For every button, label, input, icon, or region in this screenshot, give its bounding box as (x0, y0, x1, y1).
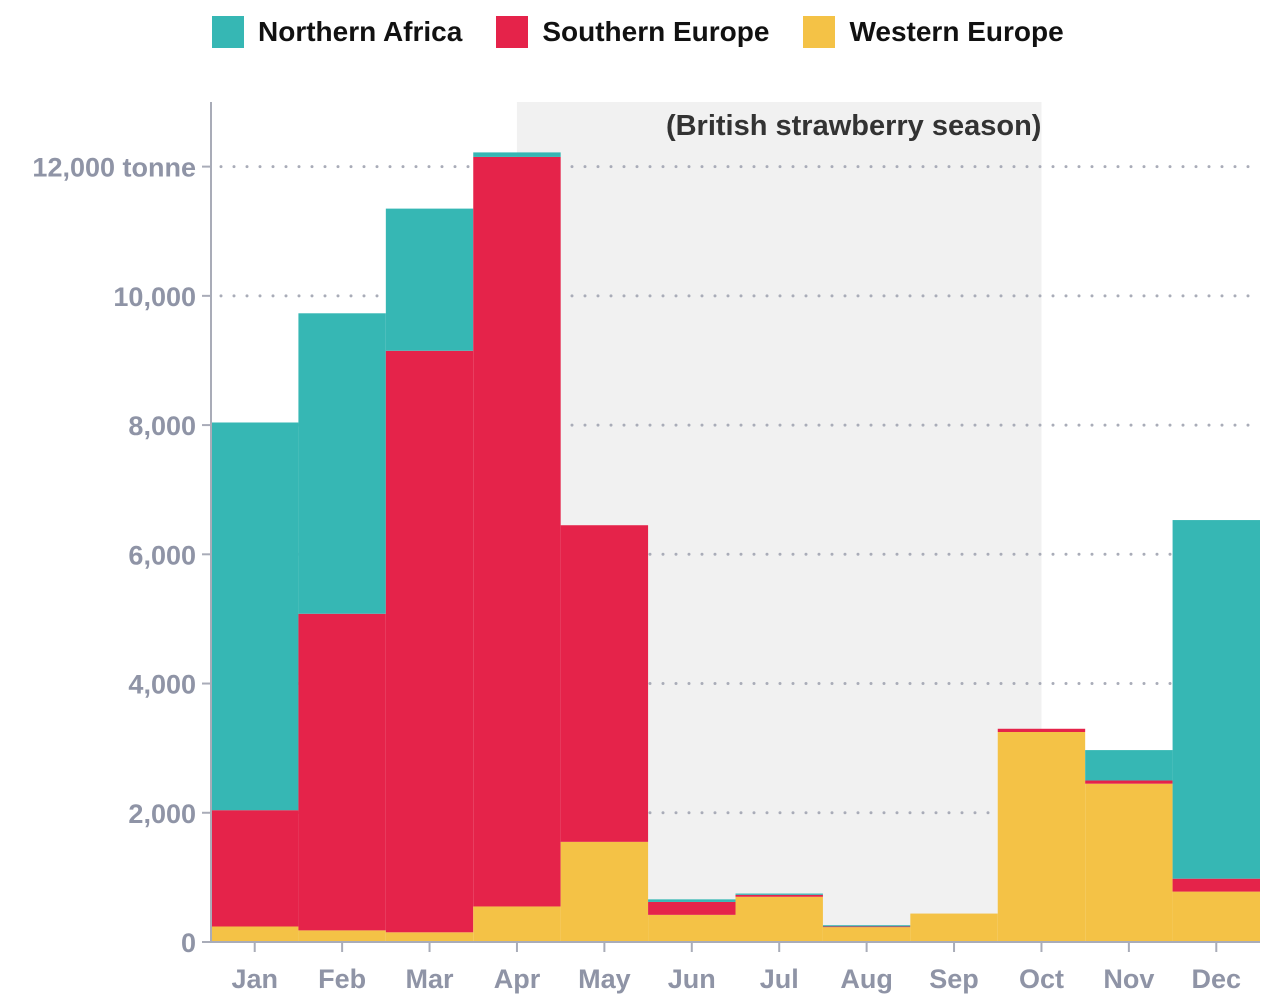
bar-northern-africa-jun (648, 899, 736, 902)
bar-western-europe-jun (648, 914, 736, 942)
legend-label: Northern Africa (258, 16, 463, 47)
x-tick-label: Jul (760, 964, 799, 994)
bar-southern-europe-nov (1085, 780, 1173, 784)
bar-southern-europe-dec (1172, 878, 1260, 892)
bar-southern-europe-aug (822, 926, 911, 928)
axes (202, 102, 1260, 952)
bar-western-europe-oct (997, 732, 1086, 942)
bar-southern-europe-apr (473, 156, 561, 907)
bar-western-europe-dec (1172, 891, 1260, 942)
legend: Northern Africa Southern Europe Western … (212, 12, 1098, 52)
bar-southern-europe-jul (735, 894, 823, 897)
bar-western-europe-nov (1085, 783, 1173, 942)
season-annotation: (British strawberry season) (666, 110, 1042, 142)
x-tick-label: Jun (668, 964, 716, 994)
y-tick-label: 0 (181, 928, 196, 958)
bar-western-europe-jan (211, 926, 299, 942)
legend-item-southern-europe: Southern Europe (496, 16, 769, 48)
tick-labels: 0 2,000 4,000 6,000 8,000 10,000 12,000 tonne J… (32, 153, 1241, 994)
legend-item-western-europe: Western Europe (803, 16, 1064, 48)
bar-western-europe-may (560, 841, 649, 942)
bar-southern-europe-oct (997, 728, 1086, 732)
bar-northern-africa-jan (211, 422, 299, 811)
bar-western-europe-mar (385, 932, 474, 942)
x-tick-label: Dec (1192, 964, 1242, 994)
bar-western-europe-apr (473, 906, 561, 942)
x-tick-label: Aug (840, 964, 892, 994)
y-tick-label: 6,000 (128, 540, 196, 570)
x-tick-label: Feb (318, 964, 366, 994)
bar-western-europe-feb (298, 930, 386, 942)
legend-label: Western Europe (849, 16, 1064, 47)
x-tick-label: Sep (929, 964, 979, 994)
bar-western-europe-aug (822, 927, 911, 942)
legend-swatch-southern-europe (496, 16, 529, 48)
bar-northern-africa-dec (1172, 520, 1260, 879)
x-tick-label: Apr (494, 964, 541, 994)
bar-northern-africa-mar (385, 208, 474, 351)
y-tick-label: 4,000 (128, 670, 196, 700)
y-tick-label: 10,000 (113, 282, 196, 312)
legend-swatch-western-europe (803, 16, 836, 48)
bar-northern-africa-apr (473, 152, 561, 157)
bar-southern-europe-jun (648, 901, 736, 915)
bar-southern-europe-may (560, 525, 649, 842)
bar-southern-europe-jan (211, 810, 299, 927)
x-tick-label: Mar (406, 964, 455, 994)
legend-item-northern-africa: Northern Africa (212, 16, 462, 48)
bars (211, 152, 1260, 942)
bar-northern-africa-nov (1085, 750, 1173, 781)
bar-southern-europe-feb (298, 613, 386, 931)
bar-northern-africa-feb (298, 313, 386, 614)
x-tick-label: Oct (1019, 964, 1064, 994)
gridlines (219, 165, 1262, 815)
bar-northern-africa-jul (735, 893, 823, 895)
bar-western-europe-jul (735, 896, 823, 942)
x-tick-label: Jan (231, 964, 278, 994)
y-tick-label: 12,000 tonne (32, 153, 196, 183)
x-tick-label: Nov (1103, 964, 1154, 994)
legend-label: Southern Europe (542, 16, 770, 47)
y-tick-label: 8,000 (128, 411, 196, 441)
bar-western-europe-sep (910, 913, 998, 942)
legend-swatch-northern-africa (212, 16, 244, 48)
bar-northern-africa-aug (822, 925, 911, 927)
y-tick-label: 2,000 (128, 799, 196, 829)
bar-southern-europe-mar (385, 350, 474, 933)
x-tick-label: May (578, 964, 631, 994)
